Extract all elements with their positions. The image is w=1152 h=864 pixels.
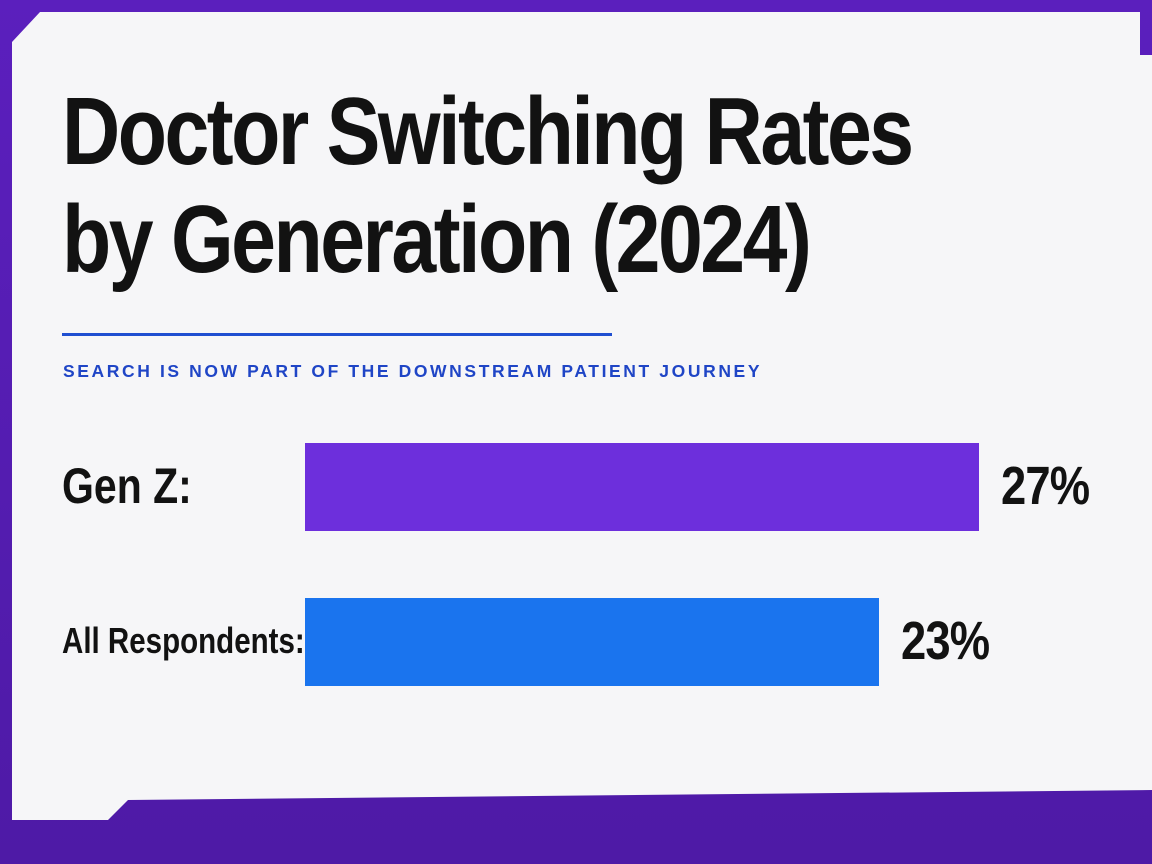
title-underline xyxy=(62,333,612,336)
bar-value-label: 27% xyxy=(1001,456,1090,516)
bar-label: All Respondents: xyxy=(62,620,305,662)
title-line-1: Doctor Switching Rates xyxy=(62,78,914,185)
bar xyxy=(305,598,879,686)
bar-label: Gen Z: xyxy=(62,458,192,514)
title-line-2: by Generation (2024) xyxy=(62,186,812,293)
chart-title: Doctor Switching Rates by Generation (20… xyxy=(62,78,919,294)
bar xyxy=(305,443,979,531)
bar-value-label: 23% xyxy=(901,611,990,671)
chart-subtitle: SEARCH IS NOW PART OF THE DOWNSTREAM PAT… xyxy=(63,361,763,381)
